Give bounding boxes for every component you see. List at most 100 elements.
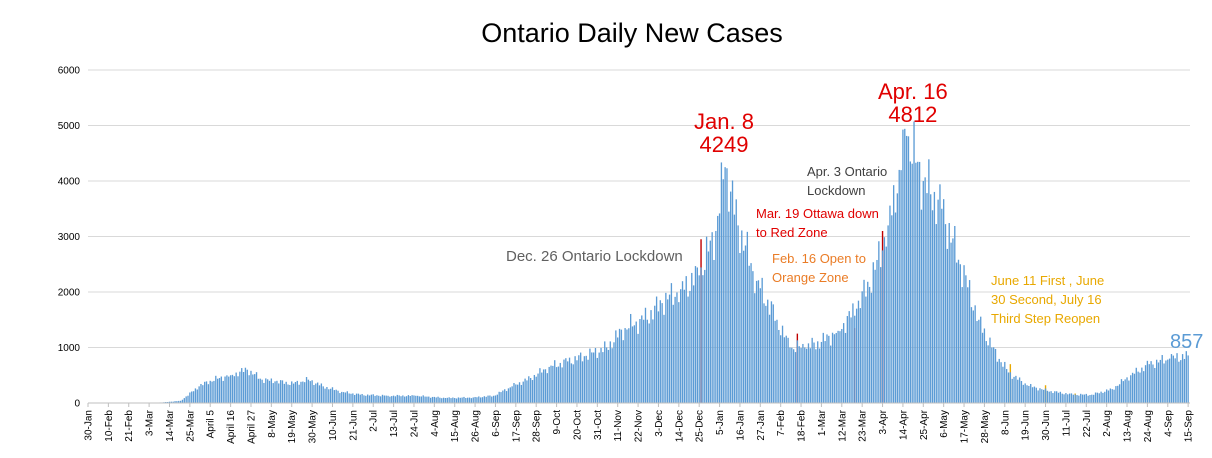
bar	[687, 296, 689, 403]
bar	[867, 281, 869, 403]
bar	[830, 345, 832, 403]
bar	[996, 361, 999, 403]
bar	[961, 287, 963, 403]
mar19-label-line1: Mar. 19 Ottawa down	[756, 206, 879, 221]
bar	[1007, 372, 1010, 403]
bar	[757, 280, 760, 403]
bar	[820, 341, 823, 403]
bar	[989, 337, 991, 403]
bar	[1080, 393, 1082, 403]
bar	[1104, 391, 1106, 403]
bar	[335, 389, 337, 403]
bar	[918, 161, 921, 403]
bar	[367, 394, 369, 403]
bar	[974, 305, 976, 403]
apr16-date-label: Apr. 16	[878, 79, 948, 104]
bar	[487, 395, 489, 403]
y-tick-label: 4000	[58, 177, 81, 188]
bar	[500, 392, 502, 403]
bar	[467, 397, 469, 403]
feb16-label-line2: Orange Zone	[772, 269, 849, 285]
bar	[883, 237, 886, 403]
x-tick-label: 20-Oct	[572, 410, 583, 440]
x-tick-label: 6-May	[939, 410, 950, 438]
bar	[413, 395, 415, 403]
bar	[978, 319, 980, 403]
bar	[880, 267, 882, 403]
bar	[200, 383, 202, 403]
bar	[952, 238, 954, 403]
bar	[692, 285, 695, 403]
bar	[696, 267, 698, 403]
bar	[930, 194, 932, 403]
bar	[424, 396, 426, 403]
bar	[630, 313, 632, 403]
bar	[794, 352, 797, 403]
bar	[985, 341, 987, 403]
bar	[624, 328, 626, 403]
bar	[1187, 355, 1189, 403]
bar	[229, 375, 232, 403]
bar	[170, 401, 173, 403]
jan8-annotation: Jan. 8 4249	[694, 110, 754, 156]
bar	[1117, 385, 1119, 403]
bar	[785, 335, 787, 403]
bar	[655, 296, 658, 403]
bar	[368, 395, 371, 403]
bar	[455, 398, 458, 403]
bar	[224, 376, 226, 403]
x-tick-label: 2-Aug	[1102, 410, 1113, 437]
x-tick-label: April 16	[226, 410, 237, 444]
bar	[1143, 371, 1145, 403]
bar	[811, 337, 813, 403]
bar	[352, 393, 354, 403]
bar	[324, 388, 326, 403]
bar	[905, 135, 908, 403]
bar	[592, 352, 595, 403]
bar	[591, 352, 593, 403]
bar	[1111, 389, 1113, 404]
bar	[689, 290, 691, 403]
bar	[704, 269, 706, 403]
bar	[313, 385, 315, 403]
bar	[213, 380, 215, 403]
bar	[472, 397, 474, 403]
bar	[765, 305, 767, 403]
bar	[587, 359, 589, 403]
bar	[826, 334, 828, 403]
bar	[1018, 377, 1021, 403]
bar	[954, 226, 956, 403]
bar	[1015, 375, 1017, 403]
bar	[642, 319, 645, 403]
bar	[900, 170, 902, 403]
bar	[663, 314, 665, 403]
bar	[898, 169, 900, 403]
bar	[339, 393, 341, 403]
bar	[529, 378, 532, 403]
bar	[976, 321, 978, 403]
bar	[676, 292, 678, 403]
x-tick-label: 3-Mar	[145, 409, 156, 436]
bar	[329, 388, 332, 403]
bar	[405, 396, 408, 403]
bar	[857, 300, 860, 403]
bar	[955, 262, 958, 403]
bar	[596, 357, 598, 403]
bar	[891, 215, 893, 403]
bar	[468, 397, 471, 403]
june11-label-line3: Third Step Reopen	[991, 310, 1101, 326]
x-tick-label: 30-Jun	[1041, 410, 1052, 441]
bar	[398, 395, 400, 403]
bar	[950, 242, 952, 403]
bar	[646, 319, 648, 403]
bar	[207, 384, 210, 403]
bar	[531, 380, 534, 403]
bar	[342, 392, 345, 403]
bar	[705, 236, 708, 403]
x-tick-label: 3-Dec	[654, 410, 665, 437]
bar	[485, 396, 487, 403]
bar	[583, 356, 586, 403]
bar	[557, 366, 560, 403]
x-tick-label: 28-Sep	[532, 410, 543, 443]
bar	[1013, 376, 1015, 403]
